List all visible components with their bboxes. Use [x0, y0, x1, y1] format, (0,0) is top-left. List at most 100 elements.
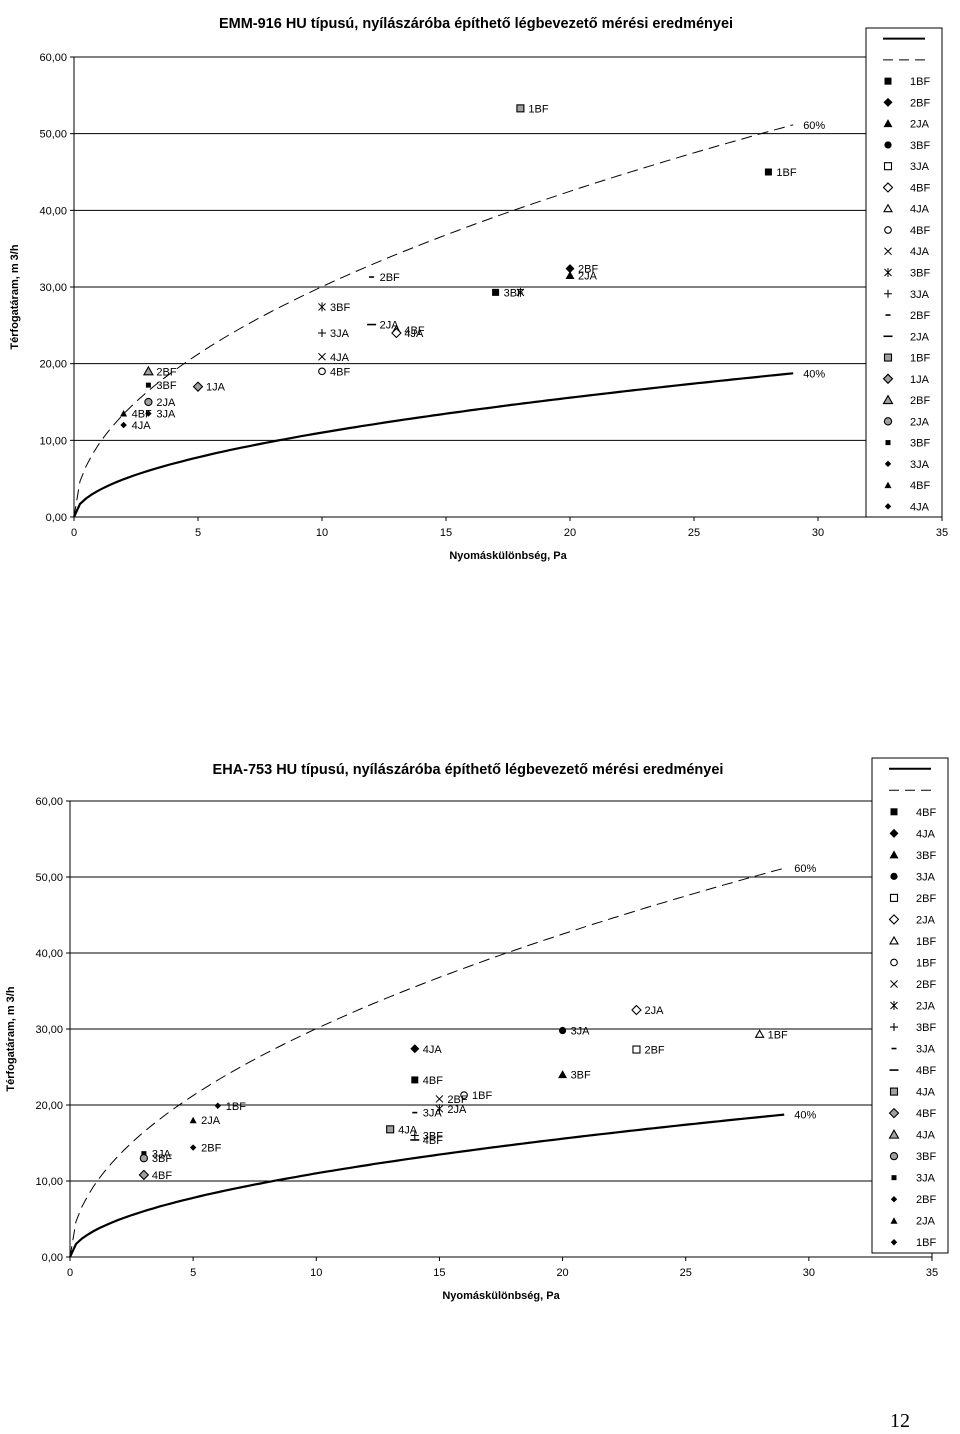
- page-number: 12: [890, 1410, 910, 1432]
- data-label: 1JA: [206, 382, 226, 394]
- data-label: 2JA: [644, 1005, 664, 1017]
- data-label: 3JA: [330, 328, 350, 340]
- y-tick-label: 20,00: [35, 1100, 63, 1112]
- legend-marker: [889, 893, 899, 902]
- data-label: 1BF: [776, 167, 796, 179]
- legend-label: 4JA: [910, 501, 930, 513]
- data-point: [435, 1095, 444, 1103]
- legend-label: 4BF: [910, 480, 930, 492]
- data-point: [516, 104, 525, 113]
- legend-label: 3BF: [910, 140, 930, 152]
- y-tick-label: 60,00: [39, 52, 67, 64]
- legend-label: 1JA: [910, 374, 930, 386]
- legend-label: 2BF: [910, 97, 930, 109]
- data-label: 1BF: [472, 1090, 492, 1102]
- data-point: [558, 1070, 568, 1079]
- legend-marker: [889, 1152, 899, 1161]
- data-label: 3BF: [156, 380, 176, 392]
- data-label: 2JA: [578, 271, 598, 283]
- y-tick-label: 0,00: [46, 512, 67, 524]
- legend-marker: [890, 1217, 898, 1224]
- legend-label: 4BF: [910, 225, 930, 237]
- x-tick-label: 0: [71, 527, 77, 539]
- legend-marker: [890, 980, 898, 988]
- x-tick-label: 10: [310, 1267, 322, 1279]
- data-label: 1BF: [528, 103, 548, 115]
- data-point: [192, 381, 204, 392]
- legend-marker: [884, 289, 892, 298]
- legend-marker: [883, 353, 893, 362]
- curve-label: 60%: [803, 120, 825, 132]
- legend-marker: [890, 1195, 898, 1203]
- x-tick-label: 20: [564, 527, 576, 539]
- y-axis-label: Térfogatáram, m 3/h: [9, 244, 21, 349]
- data-label: 4JA: [132, 420, 152, 432]
- legend-label: 1BF: [916, 1237, 936, 1249]
- x-tick-label: 5: [190, 1267, 196, 1279]
- legend-label: 4BF: [916, 807, 936, 819]
- data-point: [189, 1144, 197, 1151]
- data-point: [410, 1131, 419, 1140]
- x-tick-label: 0: [67, 1267, 73, 1279]
- data-label: 3BF: [423, 1130, 443, 1142]
- data-point: [391, 327, 402, 339]
- data-label: 4BF: [152, 1170, 172, 1182]
- legend-label: 2BF: [916, 893, 936, 905]
- curve-40pct: [72, 372, 794, 518]
- chart-title: EMM-916 HU típusú, nyílászáróba építhető…: [219, 16, 733, 32]
- legend-label: 3JA: [916, 1044, 936, 1056]
- y-tick-label: 60,00: [35, 796, 63, 808]
- legend-label: 2JA: [910, 416, 930, 428]
- data-point: [558, 1026, 567, 1035]
- legend-label: 2BF: [916, 1194, 936, 1206]
- legend-label: 3JA: [910, 161, 930, 173]
- legend-marker: [890, 808, 898, 816]
- data-point: [460, 1091, 468, 1099]
- legend-label: 2BF: [910, 310, 930, 322]
- y-tick-label: 30,00: [35, 1024, 63, 1036]
- data-label: 4BF: [423, 1075, 443, 1087]
- x-tick-label: 15: [433, 1267, 445, 1279]
- data-label: 2BF: [201, 1143, 221, 1155]
- y-tick-label: 20,00: [39, 359, 67, 371]
- data-label: 2JA: [201, 1115, 221, 1127]
- legend-marker: [882, 394, 894, 405]
- data-label: 3BF: [152, 1153, 172, 1165]
- legend-marker: [884, 77, 892, 85]
- legend-marker: [883, 417, 893, 426]
- data-point: [138, 1169, 150, 1181]
- legend-marker: [884, 268, 892, 277]
- data-label: 2BF: [644, 1045, 664, 1057]
- legend-label: 4BF: [916, 1108, 936, 1120]
- y-tick-label: 30,00: [39, 282, 67, 294]
- y-tick-label: 50,00: [35, 872, 63, 884]
- data-label: 2JA: [447, 1104, 467, 1116]
- data-label: 2BF: [156, 366, 176, 378]
- legend-marker: [883, 97, 893, 107]
- legend-marker: [883, 203, 893, 213]
- data-point: [214, 1102, 221, 1109]
- legend-marker: [884, 503, 892, 510]
- legend-marker: [888, 1107, 900, 1119]
- legend-label: 4JA: [916, 1130, 936, 1142]
- x-tick-label: 25: [680, 1267, 692, 1279]
- legend-marker: [885, 440, 891, 446]
- data-point: [142, 365, 154, 376]
- x-tick-label: 20: [556, 1267, 568, 1279]
- x-tick-label: 25: [688, 527, 700, 539]
- data-point: [144, 397, 153, 407]
- curve-40pct: [69, 1113, 785, 1258]
- legend-label: 2BF: [910, 395, 930, 407]
- x-tick-label: 5: [195, 527, 201, 539]
- legend-marker: [883, 162, 893, 171]
- legend-marker: [890, 1023, 898, 1032]
- legend-label: 1BF: [910, 76, 930, 88]
- data-point: [411, 1076, 419, 1084]
- legend-marker: [888, 1129, 900, 1139]
- legend-label: 3JA: [910, 459, 930, 471]
- data-label: 2BF: [578, 264, 598, 276]
- legend-marker: [884, 141, 892, 149]
- legend-marker: [884, 460, 892, 468]
- data-point: [318, 329, 326, 337]
- data-label: 4JA: [398, 1124, 418, 1136]
